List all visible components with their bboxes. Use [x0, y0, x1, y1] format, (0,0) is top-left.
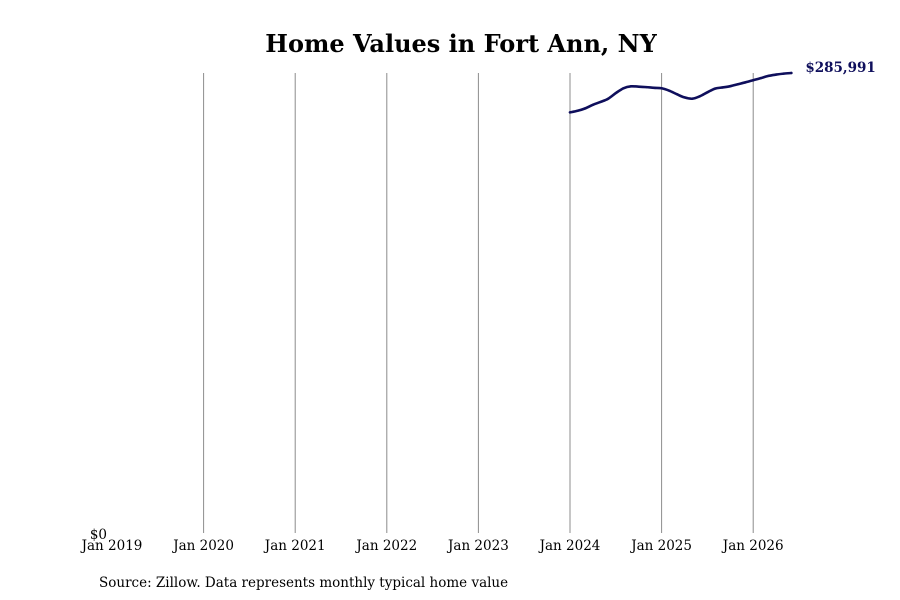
x-tick-label: Jan 2023: [446, 538, 509, 554]
data-point: [576, 109, 579, 112]
data-point: [744, 81, 747, 84]
data-point: [591, 103, 595, 107]
series-line: [568, 71, 793, 114]
data-point: [614, 91, 617, 95]
data-point: [759, 76, 763, 80]
data-point: [629, 85, 633, 88]
gridlines: [203, 73, 754, 533]
data-point: [668, 89, 671, 92]
x-tick-label: Jan 2019: [80, 538, 143, 554]
x-tick-label: Jan 2020: [171, 538, 234, 554]
data-point: [736, 83, 740, 86]
data-point: [660, 87, 663, 90]
x-tick-label: Jan 2022: [354, 538, 417, 554]
data-point: [584, 107, 587, 110]
data-point: [675, 93, 679, 96]
data-point: [752, 79, 755, 82]
data-point: [790, 71, 793, 75]
data-point: [767, 74, 770, 78]
data-point: [606, 97, 610, 100]
source-note: Source: Zillow. Data represents monthly …: [99, 575, 508, 591]
data-point: [683, 96, 686, 99]
data-point: [622, 87, 625, 90]
data-point: [645, 85, 648, 89]
data-point: [698, 95, 701, 98]
y-axis-ticks: $0: [90, 527, 107, 543]
series-group: $285,991: [568, 60, 876, 114]
x-tick-label: Jan 2021: [263, 538, 326, 554]
data-point: [782, 72, 785, 75]
data-point: [713, 87, 717, 90]
end-value-label: $285,991: [805, 60, 875, 76]
x-tick-label: Jan 2025: [629, 538, 692, 554]
chart-title: Home Values in Fort Ann, NY: [265, 29, 657, 58]
data-point: [637, 85, 640, 88]
x-axis-ticks: Jan 2019 Jan 2020 Jan 2021 Jan 2022 Jan 2023…: [80, 538, 784, 554]
x-tick-label: Jan 2024: [538, 538, 601, 554]
data-point: [706, 91, 709, 94]
data-point: [729, 84, 732, 88]
y-tick-label: $0: [90, 527, 107, 543]
data-point: [721, 86, 724, 89]
data-point: [599, 100, 602, 104]
x-tick-label: Jan 2026: [721, 538, 784, 554]
data-point: [774, 73, 778, 76]
data-point: [652, 86, 656, 89]
data-point: [568, 111, 572, 114]
data-point: [690, 97, 694, 100]
